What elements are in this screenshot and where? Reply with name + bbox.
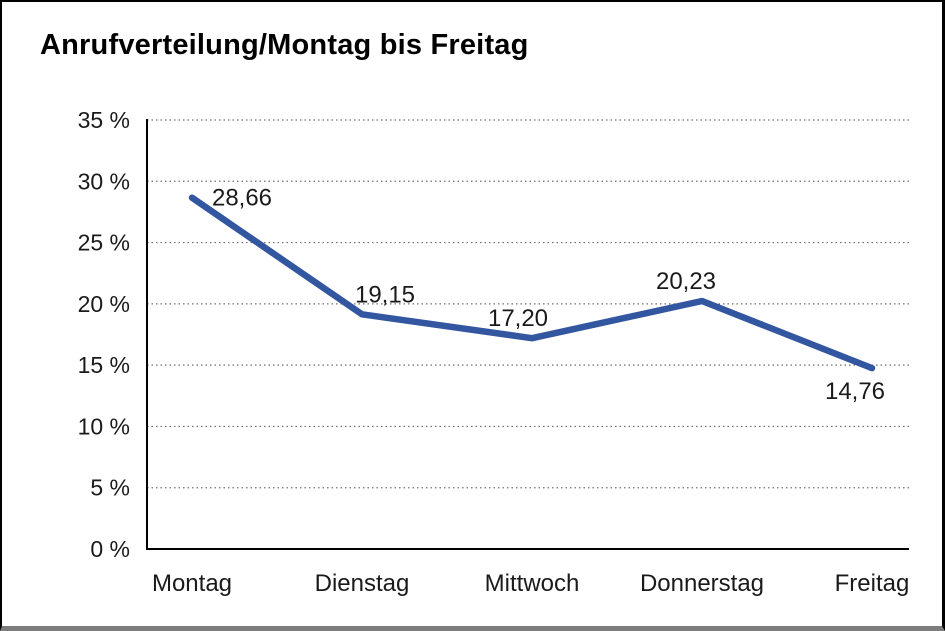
data-value-label: 28,66 <box>212 185 272 212</box>
y-tick-label: 35 % <box>78 107 130 133</box>
data-line <box>188 194 876 372</box>
chart-title: Anrufverteilung/Montag bis Freitag <box>40 29 529 61</box>
y-tick-label: 10 % <box>78 413 130 439</box>
y-tick-label: 30 % <box>78 168 130 194</box>
data-value-label: 14,76 <box>825 378 885 405</box>
y-tick-label: 5 % <box>90 475 130 501</box>
data-value-label: 19,15 <box>355 281 415 308</box>
x-category-label: Dienstag <box>315 570 410 597</box>
y-tick-label: 15 % <box>78 352 130 378</box>
x-category-label: Montag <box>152 570 232 597</box>
y-tick-label: 20 % <box>78 291 130 317</box>
y-tick-label: 0 % <box>90 536 130 562</box>
data-value-label: 17,20 <box>488 305 548 332</box>
y-tick-label: 25 % <box>78 230 130 256</box>
x-category-label: Donnerstag <box>640 570 764 597</box>
x-category-label: Freitag <box>835 570 910 597</box>
x-category-label: Mittwoch <box>485 570 580 597</box>
data-value-label: 20,23 <box>656 268 716 295</box>
